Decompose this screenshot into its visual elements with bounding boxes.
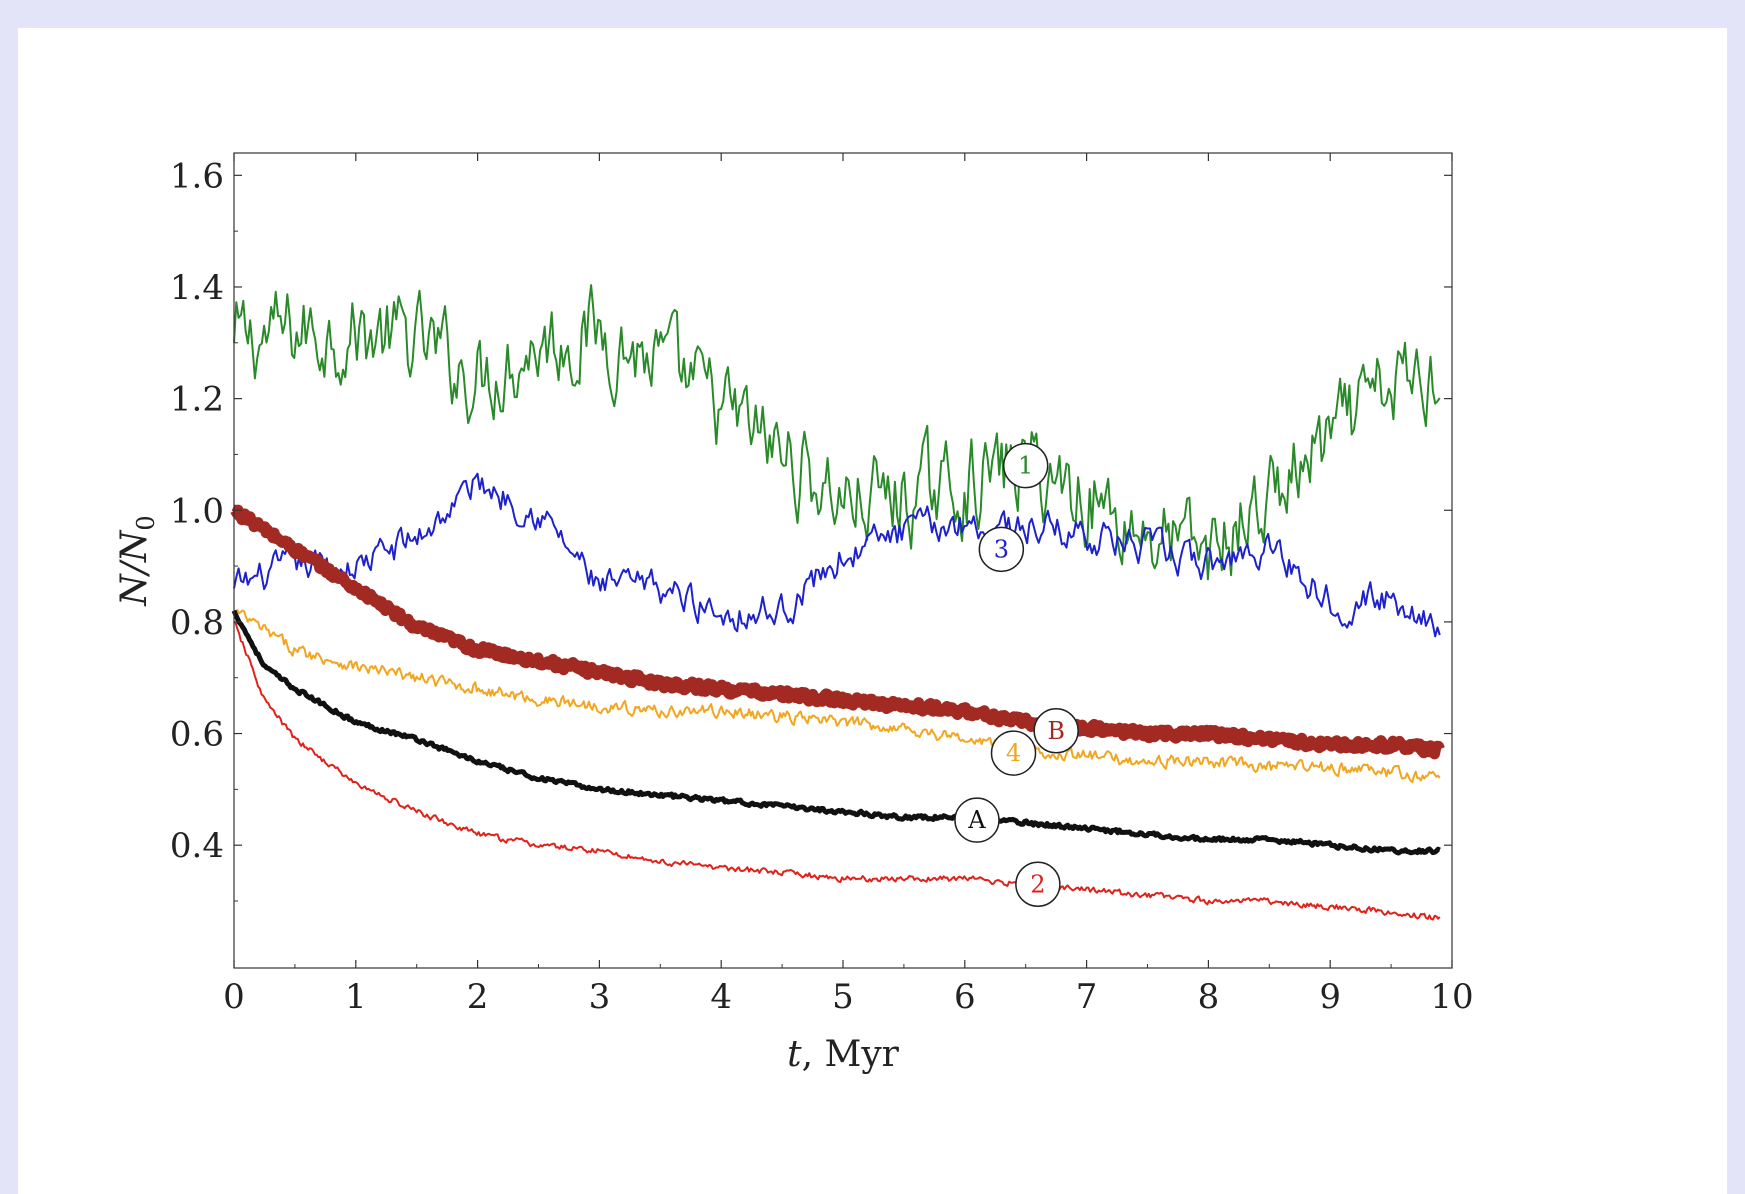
curve-label-text: 3	[994, 535, 1009, 563]
curve-label-circle	[1015, 861, 1061, 908]
curve-label-text: A	[967, 806, 986, 834]
curve-label-text: 4	[1006, 739, 1021, 767]
x-tick-label: 4	[710, 977, 732, 1017]
plot-frame	[233, 152, 1453, 969]
x-tick-label: 3	[589, 977, 611, 1017]
x-tick-label: 7	[1076, 977, 1098, 1017]
series-line-b	[229, 504, 1445, 760]
x-tick-label: 6	[954, 977, 976, 1017]
x-axis-title-var: t	[787, 1034, 802, 1075]
curve-label-circle	[978, 526, 1025, 573]
series-line-3	[233, 472, 1441, 638]
y-axis-title: N/N0	[114, 515, 160, 606]
series-line-4	[233, 609, 1441, 784]
y-tick-label: 1.4	[170, 268, 224, 308]
x-tick-label: 8	[1198, 977, 1220, 1017]
curve-label-circle	[990, 730, 1037, 776]
curves-layer	[229, 284, 1445, 921]
x-axis-title-unit: , Myr	[802, 1034, 900, 1075]
x-tick-label: 5	[832, 977, 854, 1017]
curve-label-circle	[954, 797, 1000, 843]
y-tick-label: 1.6	[170, 156, 224, 196]
curve-label-3: 3	[978, 526, 1025, 573]
y-axis-title-subscript: 0	[132, 515, 160, 530]
x-tick-label: 10	[1430, 977, 1473, 1017]
y-axis-title-main: N/N	[114, 529, 155, 607]
axes-layer: 0 1 2 3 4 5 6 7 8 9 10 0.4 0.6 0.8 1.0 1.2 1.4 1.6	[170, 152, 1474, 1017]
y-tick-label: 0.8	[170, 603, 224, 643]
y-tick-label: 1.0	[170, 491, 224, 531]
curve-label-4: 4	[990, 730, 1037, 776]
x-tick-label: 9	[1319, 977, 1341, 1017]
x-axis-title: t, Myr	[787, 1034, 900, 1075]
curve-label-a: A	[954, 797, 1000, 843]
y-tick-label: 0.4	[170, 826, 224, 866]
annotations-layer: 1 3 B4 A 2	[954, 442, 1079, 908]
series-line-2	[233, 621, 1441, 921]
series-line-1	[233, 284, 1441, 581]
x-tick-label: 2	[467, 977, 489, 1017]
x-tick-label: 0	[223, 977, 245, 1017]
curve-label-b: B	[1033, 708, 1079, 754]
curve-label-circle	[1002, 442, 1049, 489]
curve-label-1: 1	[1002, 442, 1049, 489]
curve-label-text: B	[1047, 717, 1065, 745]
series-line-a	[231, 609, 1441, 856]
line-chart: 0 1 2 3 4 5 6 7 8 9 100.40.60.81.01.21.41.6 13B4A2…	[114, 152, 1474, 1075]
x-tick-label: 1	[345, 977, 367, 1017]
curve-label-2: 2	[1015, 861, 1061, 908]
curve-label-circle	[1033, 708, 1079, 754]
curve-label-text: 1	[1018, 452, 1033, 480]
y-tick-label: 1.2	[170, 380, 224, 420]
curve-label-text: 2	[1030, 870, 1045, 898]
y-tick-label: 0.6	[170, 715, 224, 755]
